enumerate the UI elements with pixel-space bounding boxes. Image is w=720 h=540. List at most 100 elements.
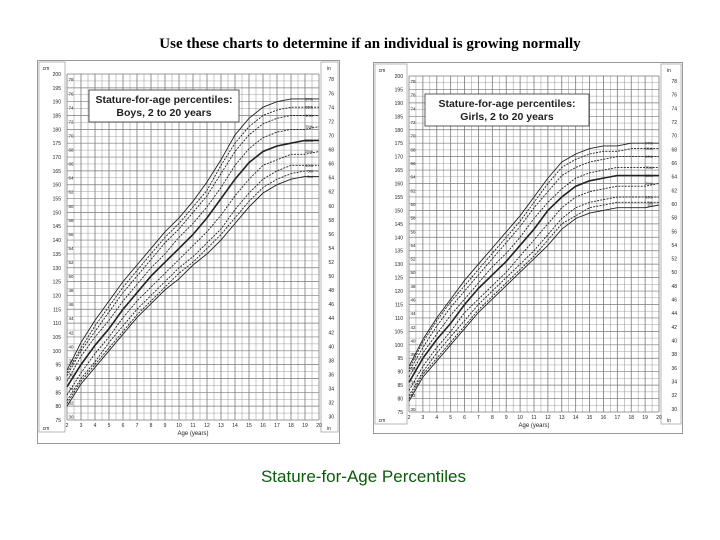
in-tick-label-inner: 48 xyxy=(411,284,417,289)
in-tick-label-inner: 54 xyxy=(69,246,75,251)
in-tick-label-inner: 42 xyxy=(411,325,417,330)
cm-tick-label: 145 xyxy=(395,222,404,228)
in-tick-label: 66 xyxy=(328,162,334,168)
in-axis-column xyxy=(320,61,339,433)
percentile-curve-95th xyxy=(66,106,319,374)
x-tick-label: 15 xyxy=(246,423,252,429)
cm-tick-label: 135 xyxy=(395,249,404,255)
percentile-label-95th: 95th xyxy=(645,146,653,151)
cm-tick-label: 190 xyxy=(395,101,404,107)
x-tick-label: 9 xyxy=(164,423,167,429)
percentile-curve-97th xyxy=(408,142,659,367)
cm-tick-label: 195 xyxy=(395,87,404,93)
x-tick-label: 7 xyxy=(477,415,480,421)
x-tick-label: 19 xyxy=(302,423,308,429)
chart-subtitle: Boys, 2 to 20 years xyxy=(116,107,211,119)
in-tick-label: 56 xyxy=(328,232,334,238)
in-tick-label: 68 xyxy=(328,148,334,154)
percentile-label-25th: 25th xyxy=(305,149,313,154)
percentile-label-10th: 10th xyxy=(645,194,653,199)
percentile-label-3rd: 3rd xyxy=(307,174,313,179)
in-tick-label-inner: 62 xyxy=(411,188,417,193)
in-tick-label: 64 xyxy=(328,176,334,182)
cm-tick-label: 130 xyxy=(395,262,404,268)
in-tick-label: 34 xyxy=(328,387,334,393)
cm-tick-label: 85 xyxy=(55,390,61,396)
cm-axis-column xyxy=(38,61,66,433)
percentile-curve-50th xyxy=(66,139,319,388)
boys-chart-svg: 2001951901851801751701651601551501451401… xyxy=(37,60,340,444)
cm-tick-label: 165 xyxy=(395,168,404,174)
cm-tick-label: 125 xyxy=(395,276,404,282)
x-tick-label: 8 xyxy=(491,415,494,421)
in-tick-label: 64 xyxy=(671,175,677,181)
in-tick-label-inner: 66 xyxy=(411,161,417,166)
percentile-label-75th: 75th xyxy=(645,165,653,170)
in-tick-label-inner: 76 xyxy=(411,93,417,98)
in-tick-label-inner: 50 xyxy=(69,274,75,279)
cm-tick-label: 175 xyxy=(53,141,62,147)
in-tick-label: 32 xyxy=(671,393,677,399)
in-tick-label: 72 xyxy=(328,119,334,125)
in-tick-label: 48 xyxy=(328,288,334,294)
grid-lines xyxy=(408,75,660,413)
in-tick-label: 60 xyxy=(671,202,677,208)
cm-tick-label: 95 xyxy=(397,356,403,362)
percentile-label-90th: 90th xyxy=(645,154,653,159)
in-unit-bottom: in xyxy=(327,426,331,432)
cm-tick-label: 90 xyxy=(397,370,403,376)
in-tick-label: 30 xyxy=(328,415,334,421)
in-tick-label-inner: 68 xyxy=(69,148,75,153)
percentile-label-97th: 97th xyxy=(645,141,653,146)
x-tick-label: 6 xyxy=(463,415,466,421)
in-tick-label-inner: 76 xyxy=(69,91,75,96)
in-tick-label: 44 xyxy=(671,311,677,317)
cm-axis-column xyxy=(374,63,408,425)
in-tick-label: 74 xyxy=(328,105,334,111)
percentile-curve-25th xyxy=(408,183,660,391)
x-tick-label: 18 xyxy=(288,423,294,429)
in-tick-label: 36 xyxy=(328,372,334,378)
x-tick-label: 19 xyxy=(642,415,648,421)
in-tick-label-inner: 50 xyxy=(411,270,417,275)
x-tick-label: 8 xyxy=(150,423,153,429)
in-tick-label-inner: 30 xyxy=(411,407,417,412)
percentile-label-50th: 50th xyxy=(305,138,313,143)
x-tick-label: 11 xyxy=(531,415,536,421)
in-tick-label: 48 xyxy=(671,284,677,290)
x-tick-label: 13 xyxy=(218,423,224,429)
chart-subtitle: Girls, 2 to 20 years xyxy=(460,111,554,123)
in-tick-label-inner: 52 xyxy=(411,257,417,262)
in-tick-label-inner: 72 xyxy=(411,120,417,125)
in-tick-label: 42 xyxy=(671,325,677,331)
x-tick-label: 2 xyxy=(66,423,69,429)
in-tick-label-inner: 58 xyxy=(69,218,75,223)
cm-tick-label: 105 xyxy=(395,329,404,335)
x-tick-label: 16 xyxy=(601,415,607,421)
cm-tick-label: 190 xyxy=(53,100,62,106)
in-tick-label: 66 xyxy=(671,161,677,167)
in-tick-label: 78 xyxy=(328,77,334,83)
x-tick-label: 15 xyxy=(587,415,593,421)
x-tick-label: 14 xyxy=(573,415,579,421)
in-tick-label-inner: 66 xyxy=(69,162,75,167)
x-axis-label: Age (years) xyxy=(518,423,549,429)
in-tick-label: 68 xyxy=(671,147,677,153)
in-tick-label-inner: 46 xyxy=(411,298,417,303)
in-tick-label-inner: 74 xyxy=(411,106,417,111)
in-tick-label: 36 xyxy=(671,366,677,372)
cm-unit-bottom: cm xyxy=(379,418,386,424)
in-tick-label-inner: 32 xyxy=(69,401,75,406)
cm-tick-label: 165 xyxy=(53,169,62,175)
cm-tick-label: 175 xyxy=(395,141,404,147)
girls-stature-chart: 200 195 190 185 180 175 170 165 160 155 150 145 140 1… xyxy=(373,62,683,434)
cm-tick-label: 170 xyxy=(53,155,62,161)
cm-tick-label: 185 xyxy=(53,114,62,120)
cm-tick-label: 170 xyxy=(395,155,404,161)
in-tick-label: 70 xyxy=(328,133,334,139)
cm-tick-label: 160 xyxy=(395,182,404,188)
in-tick-label: 72 xyxy=(671,120,677,126)
in-tick-label-inner: 42 xyxy=(69,330,75,335)
cm-tick-label: 125 xyxy=(53,280,62,286)
cm-tick-label: 90 xyxy=(55,376,61,382)
